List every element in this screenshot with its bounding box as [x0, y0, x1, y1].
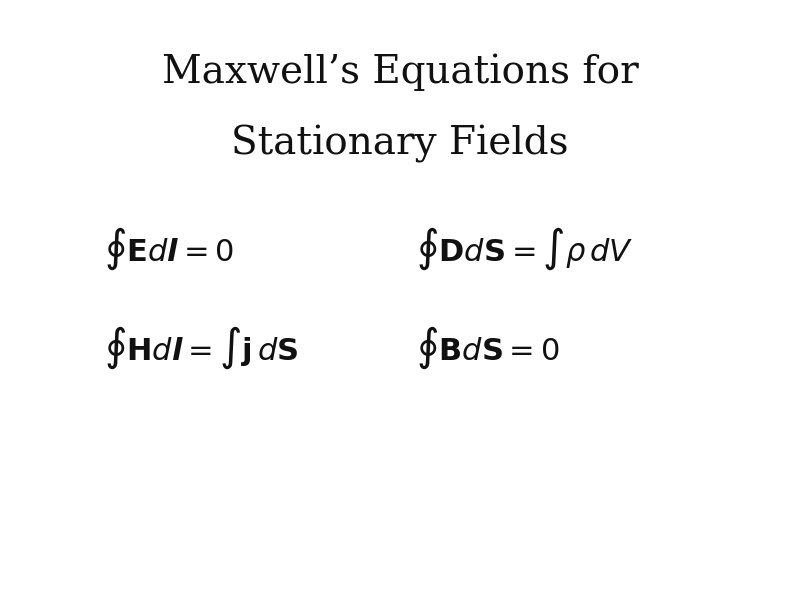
Text: $\oint \mathbf{B}d\mathbf{S} = 0$: $\oint \mathbf{B}d\mathbf{S} = 0$ — [416, 325, 560, 371]
Text: Stationary Fields: Stationary Fields — [231, 125, 569, 163]
Text: $\oint \mathbf{D}d\mathbf{S} = \int \rho\,dV$: $\oint \mathbf{D}d\mathbf{S} = \int \rho… — [416, 226, 634, 272]
Text: $\oint \mathbf{H}d\boldsymbol{l} = \int \mathbf{j}\,d\mathbf{S}$: $\oint \mathbf{H}d\boldsymbol{l} = \int … — [104, 325, 298, 371]
Text: Maxwell’s Equations for: Maxwell’s Equations for — [162, 53, 638, 91]
Text: $\oint \mathbf{E}d\boldsymbol{l} = 0$: $\oint \mathbf{E}d\boldsymbol{l} = 0$ — [104, 226, 234, 272]
